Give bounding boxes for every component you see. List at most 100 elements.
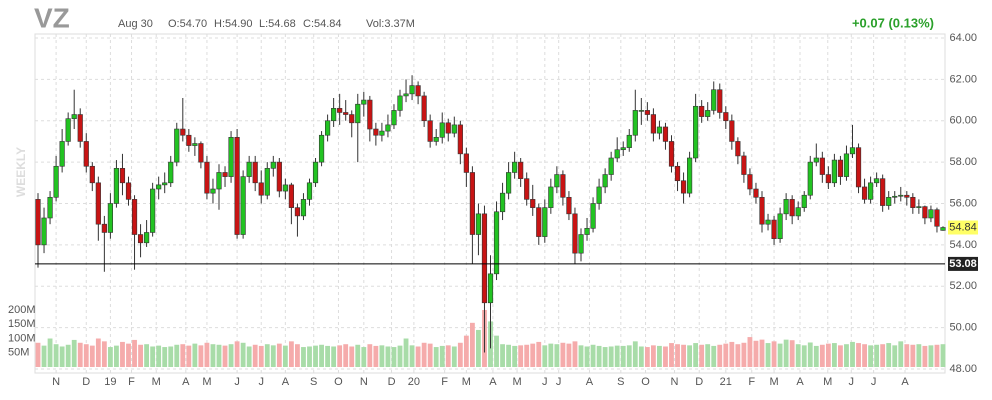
candle-body bbox=[204, 161, 210, 194]
volume-bar bbox=[89, 345, 95, 367]
volume-bar bbox=[518, 345, 524, 367]
x-tick-label: 21 bbox=[720, 376, 732, 388]
low-label: L:54.68 bbox=[259, 18, 296, 30]
y-tick-label: 50.00 bbox=[949, 322, 977, 334]
volume-bar bbox=[421, 342, 427, 367]
volume-bar bbox=[904, 344, 910, 367]
candle-body bbox=[910, 196, 916, 208]
volume-bar bbox=[433, 347, 439, 367]
candle-body bbox=[168, 161, 174, 184]
volume-bar bbox=[319, 344, 324, 367]
candle-body bbox=[542, 207, 548, 237]
candle-body bbox=[65, 118, 71, 142]
candle-body bbox=[898, 194, 904, 197]
volume-bar bbox=[856, 343, 861, 367]
volume-bar bbox=[469, 322, 475, 367]
candle-body bbox=[222, 172, 228, 177]
candle-body bbox=[759, 196, 765, 225]
candle-body bbox=[192, 143, 198, 146]
volume-bar bbox=[204, 342, 210, 367]
candle-body bbox=[819, 157, 825, 175]
x-tick-label: S bbox=[310, 376, 317, 388]
candle-body bbox=[747, 174, 753, 190]
x-tick-label: A bbox=[901, 376, 909, 388]
candle-body bbox=[656, 126, 663, 134]
volume-bar bbox=[107, 347, 113, 367]
candle-body bbox=[831, 159, 837, 184]
volume-bar bbox=[427, 343, 433, 367]
candle-body bbox=[379, 130, 385, 136]
volume-bar bbox=[898, 341, 904, 367]
candle-body bbox=[807, 161, 813, 196]
volume-bar bbox=[783, 339, 789, 367]
candle-body bbox=[35, 199, 41, 246]
volume-tick-label: 200M bbox=[8, 304, 36, 316]
x-tick-label: J bbox=[871, 376, 877, 388]
last-price: 54.84 bbox=[949, 221, 977, 233]
candle-body bbox=[144, 232, 150, 244]
candle-body bbox=[252, 161, 258, 184]
candle-body bbox=[536, 207, 542, 237]
x-tick-label: J bbox=[234, 376, 240, 388]
volume-bar bbox=[95, 338, 101, 367]
y-tick-label: 56.00 bbox=[949, 197, 977, 209]
candle-body bbox=[771, 219, 777, 239]
volume-bar bbox=[934, 344, 940, 367]
candle-body bbox=[240, 176, 246, 235]
volume-tick-label: 100M bbox=[8, 332, 36, 344]
candle-body bbox=[674, 165, 681, 182]
volume-bar bbox=[801, 345, 807, 367]
volume-bar bbox=[270, 345, 276, 367]
volume-bar bbox=[717, 344, 723, 367]
volume-bar bbox=[626, 345, 632, 367]
candle-body bbox=[687, 157, 693, 194]
volume-bar bbox=[530, 343, 536, 367]
candle-body bbox=[530, 199, 536, 208]
candle-body bbox=[572, 213, 578, 254]
candle-body bbox=[632, 110, 638, 136]
volume-bar bbox=[391, 347, 397, 367]
volume-bar bbox=[681, 344, 686, 367]
candle-body bbox=[524, 178, 530, 200]
volume-bar bbox=[807, 342, 813, 367]
candle-body bbox=[101, 223, 107, 233]
y-tick-label: 54.00 bbox=[949, 239, 977, 251]
x-tick-label: A bbox=[586, 376, 594, 388]
change: +0.07 (0.13%) bbox=[852, 15, 934, 30]
candle-body bbox=[318, 134, 325, 163]
volume-bar bbox=[192, 343, 198, 367]
volume-bar bbox=[789, 340, 795, 367]
candle-body bbox=[837, 159, 844, 177]
volume-bar bbox=[186, 345, 192, 367]
volume-bar bbox=[910, 344, 916, 367]
volume-bar bbox=[831, 343, 837, 367]
volume-bar bbox=[210, 344, 216, 367]
candle-body bbox=[198, 143, 204, 163]
candle-body bbox=[180, 128, 186, 136]
volume-bar bbox=[771, 341, 777, 367]
volume-bar bbox=[295, 344, 300, 367]
candle-body bbox=[403, 93, 409, 97]
x-tick-label: J bbox=[556, 376, 562, 388]
volume-bar bbox=[313, 345, 318, 367]
volume-bar bbox=[174, 344, 180, 367]
candle-body bbox=[662, 126, 669, 142]
volume-bar bbox=[825, 343, 831, 367]
volume-bar bbox=[669, 343, 674, 367]
candle-body bbox=[578, 234, 584, 254]
candle-body bbox=[457, 124, 463, 155]
candle-body bbox=[113, 168, 120, 204]
volume-bar bbox=[240, 342, 246, 367]
volume-bar bbox=[101, 341, 107, 367]
volume-bar bbox=[886, 343, 892, 367]
volume-bar bbox=[578, 345, 584, 367]
x-tick-label: 20 bbox=[408, 376, 420, 388]
volume-bar bbox=[632, 341, 638, 367]
candle-body bbox=[705, 110, 711, 117]
volume-bar bbox=[463, 335, 469, 367]
volume-bar bbox=[144, 344, 150, 367]
volume-bar bbox=[711, 345, 717, 367]
candle-body bbox=[861, 186, 868, 200]
candle-body bbox=[246, 161, 252, 177]
